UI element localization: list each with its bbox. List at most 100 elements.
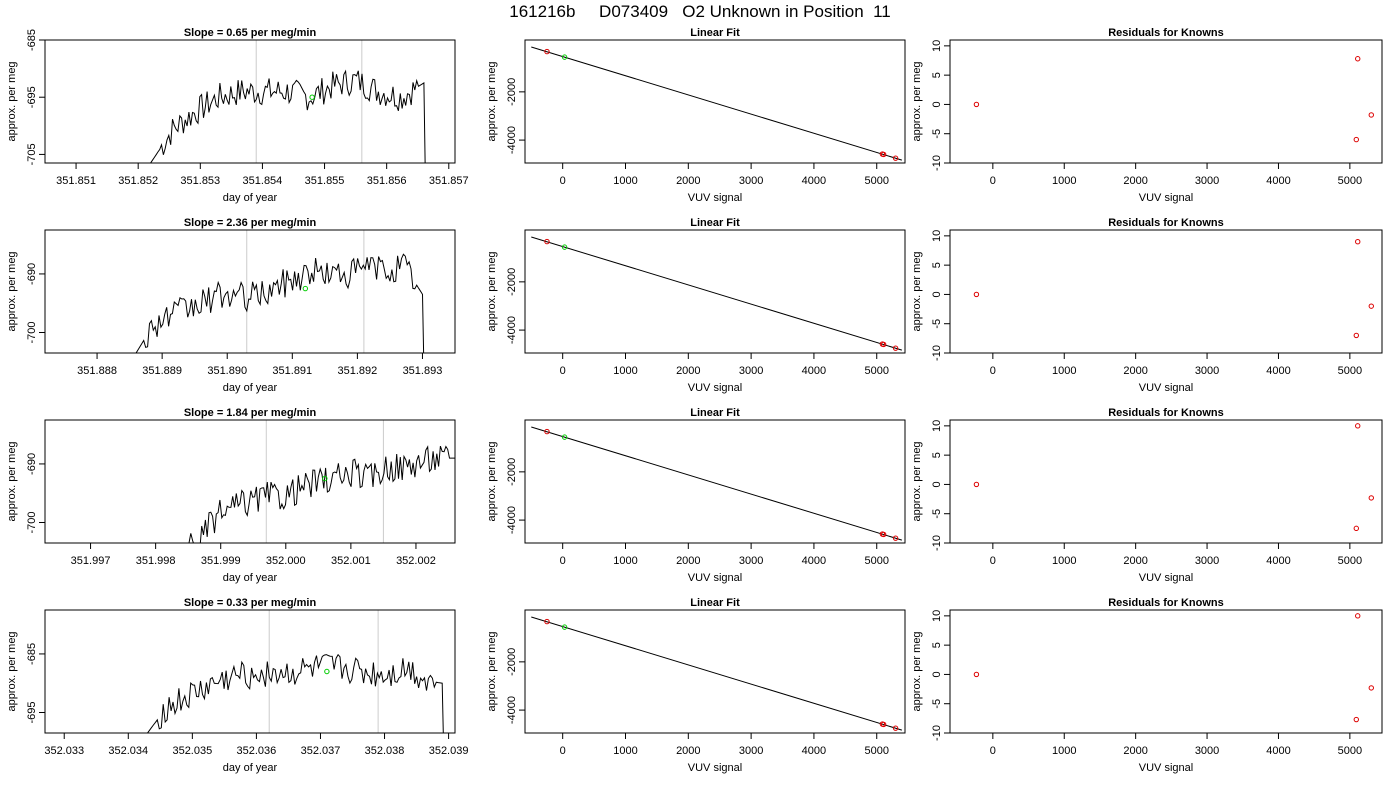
x-tick-label: 2000 (1123, 745, 1147, 757)
x-tick-label: 2000 (676, 745, 700, 757)
x-axis-label: VUV signal (688, 382, 742, 394)
known-point (1368, 495, 1374, 501)
y-tick-label: -695 (26, 86, 38, 108)
known-point (880, 151, 887, 158)
y-tick-label: -4000 (506, 126, 518, 154)
x-tick-label: 0 (560, 745, 566, 757)
x-tick-label: 351.852 (118, 175, 158, 187)
x-tick-label: 1000 (613, 745, 637, 757)
data-trace (181, 445, 455, 543)
known-point (1355, 239, 1361, 245)
y-axis-label: approx. per meg (6, 61, 18, 141)
figure-title: 161216b D073409 O2 Unknown in Position 1… (509, 2, 891, 21)
plot-frame (949, 39, 1383, 164)
x-tick-label: 1000 (613, 555, 637, 567)
x-tick-label: 0 (990, 745, 996, 757)
y-tick-label: 10 (931, 40, 943, 52)
panel-title: Residuals for Knowns (1108, 27, 1224, 39)
x-tick-label: 351.893 (403, 365, 443, 377)
y-tick-label: -2000 (506, 268, 518, 296)
x-tick-label: 351.998 (136, 555, 176, 567)
known-point (1353, 525, 1359, 532)
x-tick-label: 2000 (1123, 175, 1147, 187)
x-tick-label: 351.855 (305, 175, 345, 187)
data-trace (150, 69, 426, 163)
plot-frame (44, 419, 456, 544)
panel-title: Slope = 2.36 per meg/min (184, 217, 317, 229)
y-tick-label: -700 (26, 321, 38, 343)
x-tick-label: 1000 (613, 175, 637, 187)
x-tick-label: 3000 (739, 555, 763, 567)
x-tick-label: 3000 (739, 745, 763, 757)
x-axis-label: day of year (223, 762, 278, 774)
x-axis-label: VUV signal (1139, 762, 1193, 774)
x-axis-label: day of year (223, 572, 278, 584)
x-tick-label: 1000 (613, 365, 637, 377)
fit-line (531, 236, 903, 351)
y-axis-label: approx. per meg (486, 61, 498, 141)
x-tick-label: 5000 (1338, 365, 1362, 377)
known-point (544, 48, 550, 55)
y-tick-label: -2000 (506, 648, 518, 676)
y-axis-label: approx. per meg (6, 631, 18, 711)
fit-line (531, 616, 903, 731)
x-axis-label: VUV signal (688, 572, 742, 584)
x-tick-label: 0 (990, 555, 996, 567)
y-tick-label: -685 (26, 643, 38, 665)
panel-title: Linear Fit (690, 217, 740, 229)
y-axis-label: approx. per meg (911, 631, 923, 711)
x-tick-label: 351.851 (56, 175, 96, 187)
y-tick-label: -4000 (506, 316, 518, 344)
x-tick-label: 352.001 (331, 555, 371, 567)
x-tick-label: 3000 (1195, 745, 1219, 757)
plot-frame (44, 229, 456, 354)
x-tick-label: 0 (560, 555, 566, 567)
panel-title: Slope = 0.33 per meg/min (184, 597, 317, 609)
x-tick-label: 351.857 (429, 175, 469, 187)
unknown-marker (302, 285, 309, 292)
known-point (892, 345, 899, 351)
known-point (1355, 613, 1361, 619)
data-trace (146, 653, 444, 733)
x-tick-label: 352.002 (396, 555, 436, 567)
x-tick-label: 352.034 (108, 745, 148, 757)
x-tick-label: 5000 (1338, 745, 1362, 757)
panel-title: Residuals for Knowns (1108, 217, 1224, 229)
unknown-point (561, 624, 568, 630)
known-point (1355, 56, 1361, 62)
panel-title: Slope = 1.84 per meg/min (184, 407, 317, 419)
known-point (544, 238, 550, 245)
y-tick-label: -10 (931, 535, 943, 551)
plot-frame (949, 609, 1383, 734)
panel-title: Linear Fit (690, 27, 740, 39)
x-tick-label: 0 (560, 175, 566, 187)
x-axis-label: day of year (223, 192, 278, 204)
plot-frame (524, 229, 906, 354)
y-tick-label: -4000 (506, 506, 518, 534)
plot-frame (949, 419, 1383, 544)
x-tick-label: 3000 (1195, 365, 1219, 377)
x-tick-label: 2000 (676, 555, 700, 567)
y-axis-label: approx. per meg (911, 441, 923, 521)
known-point (1353, 332, 1359, 339)
x-tick-label: 5000 (864, 175, 888, 187)
y-axis-label: approx. per meg (6, 441, 18, 521)
x-tick-label: 351.889 (142, 365, 182, 377)
y-tick-label: -685 (26, 29, 38, 51)
y-axis-label: approx. per meg (486, 631, 498, 711)
known-point (880, 341, 887, 348)
x-tick-label: 5000 (864, 555, 888, 567)
known-point (544, 618, 550, 625)
y-tick-label: -5 (931, 509, 943, 519)
y-tick-label: -10 (931, 345, 943, 361)
x-tick-label: 351.891 (272, 365, 312, 377)
y-axis-label: approx. per meg (911, 251, 923, 331)
x-tick-label: 0 (560, 365, 566, 377)
x-tick-label: 4000 (1266, 745, 1290, 757)
x-tick-label: 2000 (1123, 365, 1147, 377)
y-tick-label: 5 (931, 262, 943, 268)
data-trace (135, 253, 425, 353)
known-point (892, 725, 899, 731)
known-point (1368, 112, 1374, 118)
y-tick-label: 5 (931, 452, 943, 458)
